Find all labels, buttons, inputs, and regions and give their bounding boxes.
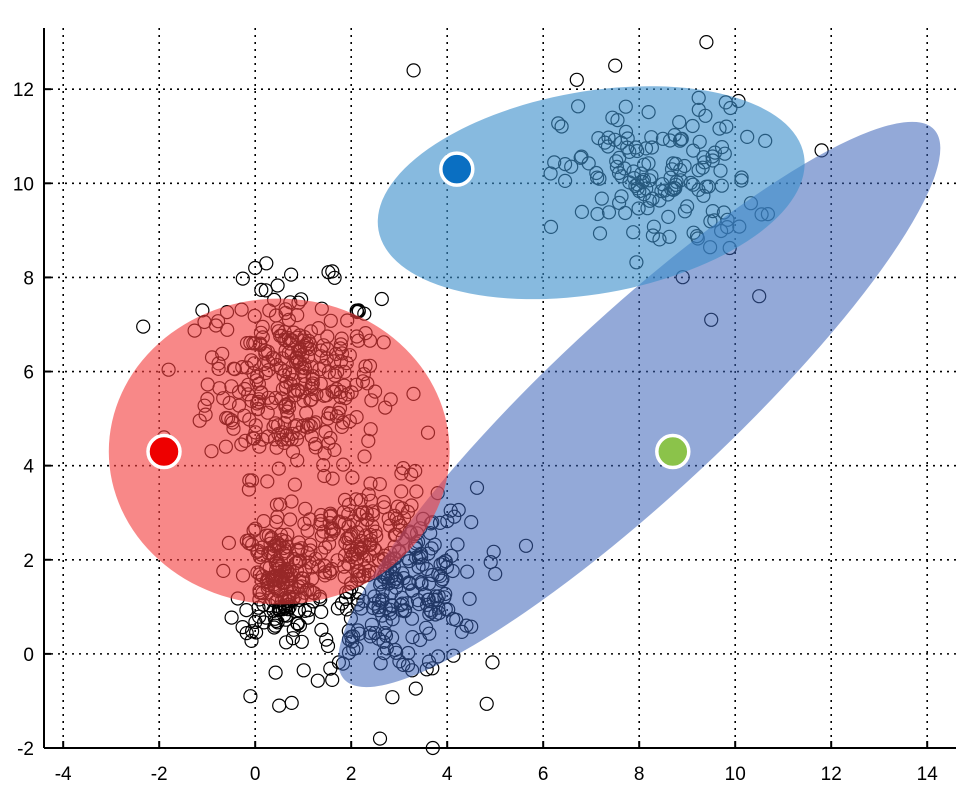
centroid-marker-2 — [655, 433, 691, 470]
data-point-332 — [319, 632, 334, 647]
data-point-701 — [292, 618, 307, 633]
y-tick-label: 6 — [23, 363, 34, 384]
data-point-329 — [296, 663, 311, 678]
data-point-979 — [272, 698, 287, 713]
data-point-371 — [330, 601, 345, 616]
data-point-713 — [235, 619, 250, 635]
data-point-314 — [479, 696, 494, 711]
data-point-339 — [314, 604, 329, 620]
data-point-287 — [327, 270, 342, 285]
cluster-ellipses — [108, 86, 941, 688]
data-point-725 — [290, 616, 305, 632]
data-point-98 — [235, 271, 250, 286]
y-tick-label: 12 — [13, 80, 34, 101]
y-tick-label: -2 — [17, 739, 34, 760]
data-point-970 — [608, 58, 623, 73]
data-point-497 — [310, 673, 325, 688]
data-point-707 — [224, 610, 239, 625]
x-tick-label: -4 — [55, 764, 72, 785]
data-point-978 — [372, 731, 388, 746]
x-tick-label: 8 — [634, 764, 645, 785]
data-point-530 — [485, 655, 500, 670]
data-point-720 — [279, 635, 294, 650]
y-tick-label: 0 — [23, 645, 34, 666]
x-tick-label: 2 — [346, 764, 357, 785]
data-point-25 — [270, 278, 285, 293]
data-point-976 — [406, 63, 421, 78]
cluster-centroids — [146, 151, 691, 470]
axes — [43, 28, 956, 749]
cluster-ellipse-1 — [377, 86, 805, 300]
x-tick-label: 10 — [725, 764, 746, 785]
data-point-603 — [285, 631, 300, 646]
cluster-ellipse-2 — [108, 298, 450, 605]
data-point-424 — [338, 591, 353, 607]
x-tick-label: 0 — [250, 764, 261, 785]
data-point-296 — [258, 283, 273, 298]
cluster-ellipse-0 — [338, 121, 941, 688]
data-point-634 — [239, 602, 254, 618]
data-point-724 — [252, 609, 267, 624]
data-point-971 — [569, 72, 584, 87]
y-tick-label: 2 — [23, 551, 34, 572]
data-point-493 — [334, 596, 349, 611]
data-point-175 — [136, 319, 151, 334]
x-tick-label: 14 — [917, 764, 939, 785]
data-point-261 — [325, 264, 340, 279]
y-tick-label: 8 — [23, 268, 34, 289]
x-tick-label: 12 — [821, 764, 842, 785]
data-point-200 — [284, 267, 299, 282]
x-tick-label: -2 — [151, 764, 168, 785]
data-point-418 — [268, 618, 283, 633]
data-point-668 — [249, 625, 264, 640]
x-tick-label: 6 — [538, 764, 549, 785]
data-point-763 — [297, 603, 313, 618]
x-axis-ticks: -4 -2 0 2 4 6 8 10 12 14 — [55, 741, 938, 785]
data-point-969 — [699, 34, 714, 50]
x-tick-label: 4 — [442, 764, 453, 785]
data-point-506 — [320, 638, 336, 654]
data-point-455 — [314, 622, 329, 638]
data-point-237 — [374, 291, 389, 307]
centroid-marker-0 — [146, 433, 182, 470]
data-point-658 — [268, 665, 283, 680]
y-tick-label: 4 — [23, 457, 34, 478]
data-point-980 — [243, 689, 258, 704]
y-tick-label: 10 — [13, 174, 34, 195]
data-point-984 — [248, 260, 263, 276]
data-point-502 — [325, 672, 340, 688]
data-point-702 — [257, 615, 272, 630]
data-point-759 — [294, 634, 309, 649]
data-point-560 — [408, 681, 423, 696]
data-point-94 — [254, 282, 269, 297]
data-point-518 — [385, 690, 400, 705]
y-axis-ticks: -2 0 2 4 6 8 10 12 — [13, 80, 51, 760]
centroid-marker-1 — [439, 151, 475, 187]
data-point-719 — [244, 633, 259, 649]
data-point-444 — [284, 695, 299, 711]
